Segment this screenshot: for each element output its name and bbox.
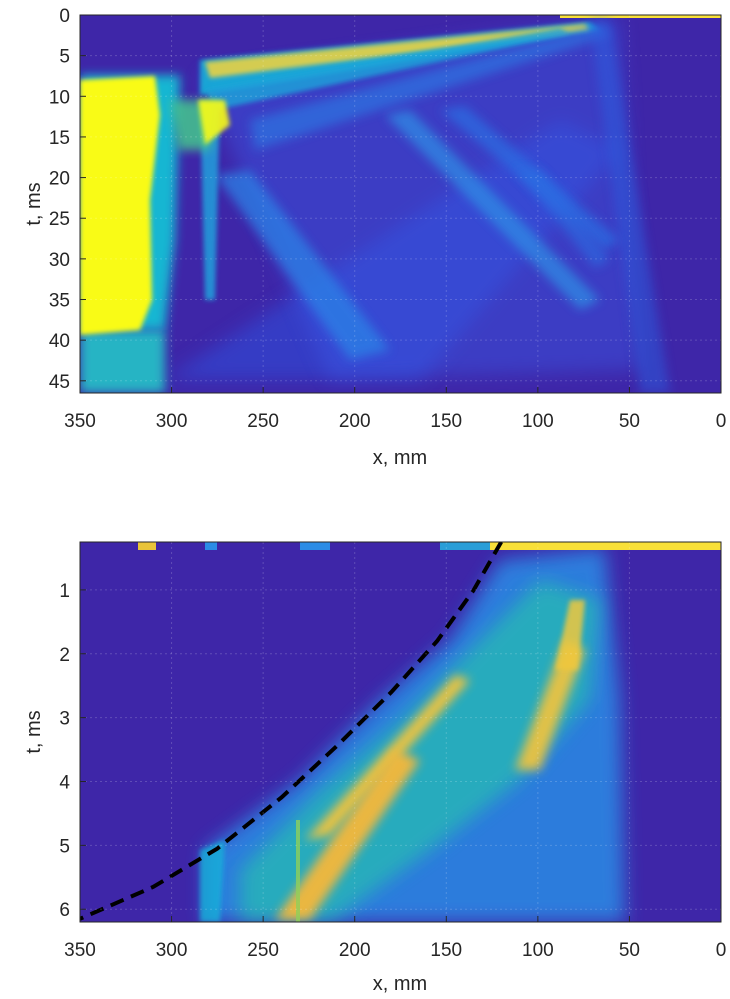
top-y-tick-label: 35 [49,291,70,312]
bottom-top-strip-spot-a [300,542,330,550]
bottom-y-axis-label: t, ms [23,710,45,753]
bottom-x-ticks: 350 300 250 200 150 100 50 0 [64,916,726,961]
bottom-top-strip-yellow [490,542,721,550]
top-neck-yellow [198,100,230,145]
bottom-x-tick-label: 150 [430,940,462,961]
top-heatmap-panel: 350 300 250 200 150 100 50 0 0 5 10 15 20 25 30 35 40 45… [23,6,726,469]
top-stripe-a [215,170,390,360]
top-y-tick-label: 5 [59,47,70,68]
bottom-dashed-curve [80,542,503,921]
bottom-y-ticks: 1 2 3 4 5 6 [59,581,86,921]
top-right-boundary [590,20,670,393]
top-y-tick-label: 40 [49,331,70,352]
bottom-x-tick-label: 250 [247,940,279,961]
bottom-y-tick-label: 3 [59,709,70,730]
top-x-axis-label: x, mm [373,447,427,469]
top-y-tick-label: 0 [59,6,70,27]
top-x-tick-label: 200 [339,411,371,432]
top-y-axis-label: t, ms [23,182,45,225]
bottom-x-tick-label: 350 [64,940,96,961]
bottom-x-tick-label: 200 [339,940,371,961]
top-x-tick-label: 0 [716,411,727,432]
top-x-ticks: 350 300 250 200 150 100 50 0 [64,387,726,432]
bottom-x-tick-label: 100 [522,940,554,961]
bottom-stripe-yellow-c [515,640,585,770]
bottom-wave-green [240,580,600,922]
bottom-y-tick-label: 2 [59,645,70,666]
top-y-tick-label: 45 [49,372,70,393]
top-top-strip [560,15,721,18]
bottom-heatmap-panel: 350 300 250 200 150 100 50 0 1 2 3 4 5 6 x, mm t, ms [23,541,726,995]
bottom-vertical-stripe [296,820,300,922]
top-x-tick-label: 250 [247,411,279,432]
bottom-y-tick-label: 4 [59,772,70,793]
bottom-top-strip-spot-b [138,542,156,550]
top-x-tick-label: 50 [619,411,640,432]
bottom-x-tick-label: 300 [156,940,188,961]
top-heatmap-field [80,15,721,393]
top-x-tick-label: 150 [430,411,462,432]
bottom-top-strip-mid [440,542,490,550]
top-y-tick-label: 30 [49,250,70,271]
top-y-tick-label: 10 [49,87,70,108]
top-front-inner [205,24,590,78]
top-y-tick-label: 15 [49,128,70,149]
bottom-top-strip [80,542,721,550]
bottom-axes-box [79,541,722,923]
top-stripe-d [515,170,610,268]
bottom-stripe-yellow-d [555,600,585,670]
bottom-stripe-yellow-b [275,750,420,920]
top-front-third [250,25,610,150]
bottom-y-tick-label: 1 [59,581,70,602]
bottom-heatmap-field [80,542,721,922]
top-axes-box [79,14,722,394]
top-left-region-mid [80,330,165,393]
bottom-y-tick-label: 6 [59,900,70,921]
bottom-top-strip-spot-c [205,542,217,550]
bottom-x-axis-label: x, mm [373,973,427,995]
top-x-tick-label: 350 [64,411,96,432]
top-saturated-region [80,76,160,335]
top-x-tick-label: 100 [522,411,554,432]
bottom-y-tick-label: 5 [59,836,70,857]
bottom-left-edge [200,840,225,922]
top-stripe-b [385,110,600,310]
top-x-tick-label: 300 [156,411,188,432]
top-front-second [205,28,570,110]
top-y-tick-label: 20 [49,169,70,190]
bottom-x-tick-label: 0 [716,940,727,961]
bottom-stripe-yellow-a [305,675,470,840]
top-y-ticks: 0 5 10 15 20 25 30 35 40 45 [49,6,86,393]
top-y-tick-label: 25 [49,209,70,230]
bottom-x-tick-label: 50 [619,940,640,961]
